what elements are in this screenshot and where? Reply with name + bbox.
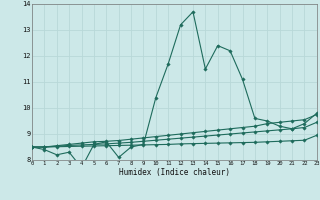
X-axis label: Humidex (Indice chaleur): Humidex (Indice chaleur) [119,168,230,177]
